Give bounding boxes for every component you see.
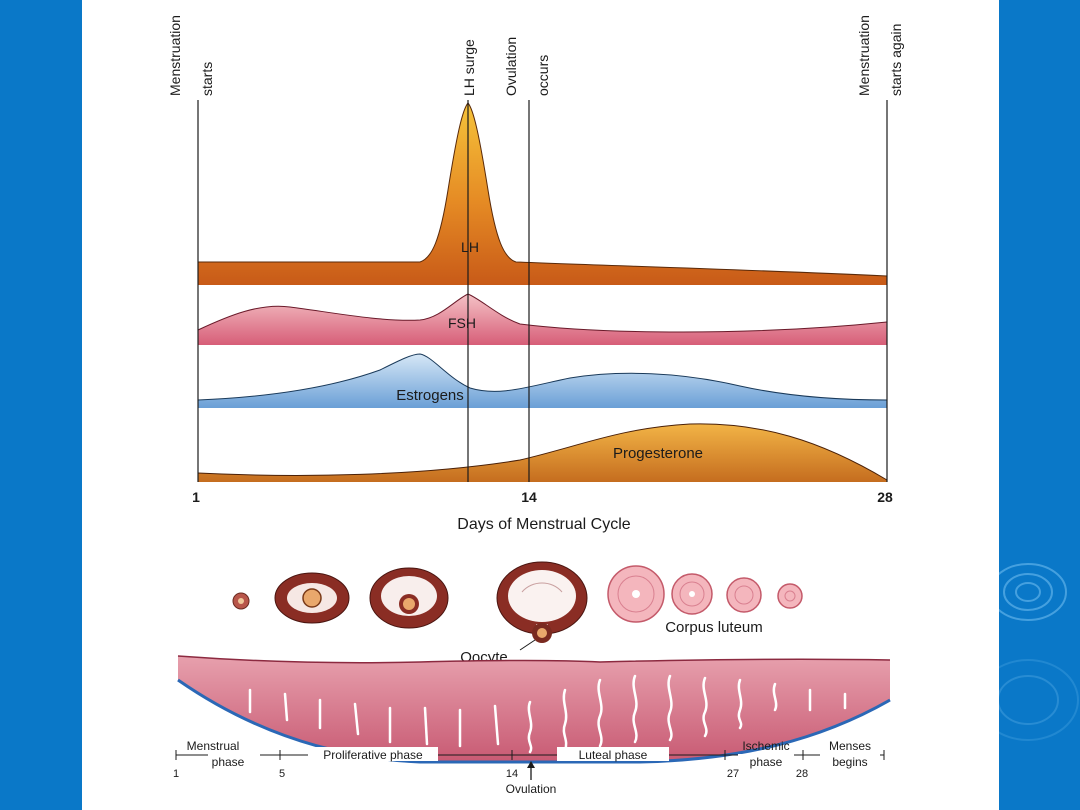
oocyte-pointer	[519, 639, 536, 651]
lh-label: LH	[461, 239, 479, 255]
day-tick-label: 28	[877, 489, 893, 505]
follicle-primordial	[232, 592, 250, 610]
marker-label-line1: Ovulation	[503, 37, 519, 96]
corpus-luteum-sequence	[607, 565, 803, 623]
phase-day-number: 5	[279, 768, 285, 780]
progesterone-label: Progesterone	[613, 445, 703, 462]
phase-luteal: Luteal phase	[579, 748, 648, 762]
progesterone-band	[197, 423, 888, 482]
event-lines	[197, 100, 888, 482]
estrogens-label: Estrogens	[396, 387, 464, 404]
lh-band	[198, 102, 888, 285]
marker-label-line2: occurs	[535, 55, 551, 96]
marker-label-line2: starts again	[888, 24, 904, 96]
follicle-secondary	[369, 567, 449, 629]
marker-label-line1: Menstruation	[856, 15, 872, 96]
axis-title: Days of Menstrual Cycle	[457, 516, 630, 533]
oocyte-cell	[532, 623, 552, 643]
phase-menstrual-line1: Menstrual	[187, 739, 240, 753]
marker-lh-surge: LH surge	[461, 39, 477, 96]
phase-label-bg	[738, 754, 794, 768]
phase-label-bg	[208, 754, 260, 768]
follicle-primary	[274, 572, 350, 624]
phase-menses-line2: begins	[832, 755, 867, 769]
day-tick-label: 14	[521, 489, 537, 505]
marker-label-line2: starts	[199, 62, 215, 96]
phase-day-number: 28	[796, 768, 808, 780]
phase-label-bg	[820, 754, 880, 768]
fsh-label: FSH	[448, 315, 476, 331]
endometrial-glands	[248, 674, 847, 754]
phase-ischemic-line2: phase	[750, 755, 783, 769]
ovulation-arrow-icon	[527, 761, 535, 780]
phase-proliferative: Proliferative phase	[323, 748, 423, 762]
fsh-band	[197, 293, 888, 345]
estrogens-band	[197, 353, 888, 408]
day-tick-label: 1	[192, 489, 200, 505]
phase-label-bg	[557, 747, 669, 761]
phase-day-number: 1	[173, 768, 179, 780]
phase-menstrual-line2: phase	[212, 755, 245, 769]
endometrium-cross-section	[177, 655, 891, 764]
corpus-luteum-label: Corpus luteum	[665, 619, 763, 636]
phase-menses-line1: Menses	[829, 739, 871, 753]
phase-day-number: 14	[506, 768, 518, 780]
marker-menstruation-starts: Menstruation starts	[167, 15, 215, 96]
marker-menstruation-starts-again: Menstruation starts again	[856, 15, 904, 96]
phase-ischemic-line1: Ischemic	[742, 739, 789, 753]
marker-label-line1: Menstruation	[167, 15, 183, 96]
phase-day-number: 27	[727, 768, 739, 780]
marker-label: LH surge	[461, 39, 477, 96]
ovulation-label: Ovulation	[506, 782, 557, 796]
phase-label-bg	[308, 747, 438, 761]
marker-ovulation-occurs: Ovulation occurs	[503, 37, 551, 96]
